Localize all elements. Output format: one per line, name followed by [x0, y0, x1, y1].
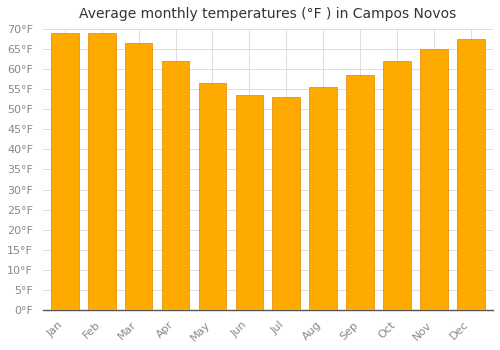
Bar [125, 43, 152, 310]
Bar [457, 39, 484, 310]
Bar [236, 95, 263, 310]
Bar [272, 97, 300, 310]
Bar [162, 61, 190, 310]
Bar [51, 33, 78, 310]
Bar [310, 87, 337, 310]
Bar [198, 83, 226, 310]
Bar [88, 33, 116, 310]
Bar [346, 75, 374, 310]
Title: Average monthly temperatures (°F ) in Campos Novos: Average monthly temperatures (°F ) in Ca… [79, 7, 456, 21]
Bar [383, 61, 411, 310]
Bar [420, 49, 448, 310]
